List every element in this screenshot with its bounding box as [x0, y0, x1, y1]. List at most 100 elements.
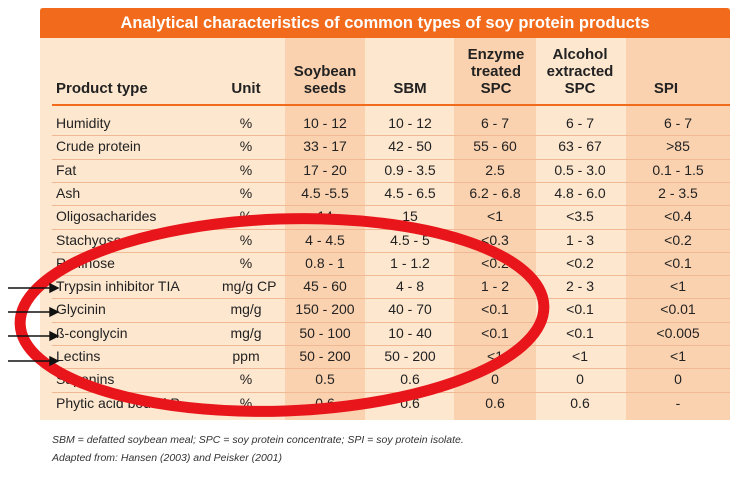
table-cell: 0	[491, 371, 499, 388]
table-cell: 0	[674, 371, 682, 388]
table-cell: 55 - 60	[473, 138, 517, 155]
table-cell: %	[239, 115, 253, 131]
table-cell: %	[239, 231, 253, 248]
arrow-icon	[8, 306, 60, 318]
table-cell: 10 - 12	[388, 115, 432, 131]
header-divider	[52, 104, 730, 106]
table-cell: <1	[670, 278, 686, 295]
arrow-icon	[8, 355, 60, 367]
row-divider	[52, 181, 730, 183]
row-label: Fat	[56, 161, 77, 178]
table-cell: 0.5 - 3.0	[554, 161, 606, 178]
table-cell: 6 - 7	[480, 115, 509, 131]
table-cell: 10 - 12	[303, 115, 347, 131]
header-spi: SPI	[653, 80, 679, 97]
table-cell: 4.5 -5.5	[301, 184, 349, 201]
table-cell: mg/g CP	[222, 278, 277, 295]
table-cell: mg/g	[230, 301, 262, 318]
row-label: Glycinin	[56, 301, 106, 318]
table-cell: 42 - 50	[388, 138, 432, 155]
header-soybean-seeds: Soybean seeds	[293, 63, 357, 97]
table-cell: <3.5	[566, 208, 594, 225]
table-cell: %	[239, 161, 253, 178]
table-cell: %	[239, 371, 253, 388]
table-cell: <0.1	[481, 301, 509, 318]
table-cell: <0.1	[664, 254, 692, 271]
row-divider	[52, 251, 730, 253]
row-label: Crude protein	[56, 138, 141, 155]
table-cell: 2 - 3.5	[658, 184, 698, 201]
table-cell: 0.8 - 1	[305, 254, 345, 271]
table-cell: 2.5	[485, 161, 505, 178]
row-label: ß-conglycin	[56, 324, 128, 341]
footnote-abbreviations: SBM = defatted soybean meal; SPC = soy p…	[52, 434, 464, 446]
row-divider	[52, 135, 730, 137]
row-divider	[52, 275, 730, 277]
table-cell: 0.1 - 1.5	[652, 161, 704, 178]
row-divider	[52, 321, 730, 323]
table-cell: <0.01	[660, 301, 696, 318]
table-cell: 0.6	[400, 371, 420, 388]
table-cell: 50 - 100	[299, 324, 351, 341]
header-alcohol-spc: Alcohol extracted SPC	[546, 46, 614, 97]
table-cell: %	[239, 138, 253, 155]
row-label: Humidity	[56, 115, 111, 131]
table-cell: -	[675, 394, 681, 411]
table-cell: 1 - 1.2	[390, 254, 430, 271]
table-cell: 17 - 20	[303, 161, 347, 178]
row-divider	[52, 345, 730, 346]
table-cell: 10 - 40	[388, 324, 432, 341]
row-divider	[52, 368, 730, 370]
highlight-ellipse	[14, 213, 550, 417]
table-cell: 6 - 7	[565, 115, 594, 131]
table-title: Analytical characteristics of common typ…	[40, 8, 730, 38]
table-cell: 45 - 60	[303, 278, 347, 295]
table-cell: 0.6	[570, 394, 590, 411]
table-cell: 1 - 3	[565, 231, 594, 248]
table-cell: 4.8 - 6.0	[554, 184, 606, 201]
header-sbm: SBM	[393, 80, 427, 97]
row-divider	[52, 205, 730, 207]
row-label: Oligosacharides	[56, 208, 157, 225]
table-cell: 0.6	[485, 394, 505, 411]
table-cell: 50 - 200	[299, 348, 351, 364]
table-cell: 4 - 8	[395, 278, 424, 295]
table-cell: 40 - 70	[388, 301, 432, 318]
table-cell: <1	[572, 348, 588, 364]
arrow-icon	[8, 330, 60, 342]
header-unit: Unit	[231, 80, 261, 97]
row-divider	[52, 391, 730, 393]
table-cell: 6.2 - 6.8	[469, 184, 521, 201]
table-cell: <0.1	[481, 324, 509, 341]
table-cell: 0.5	[315, 371, 335, 388]
row-label: Trypsin inhibitor TIA	[56, 278, 180, 295]
table-cell: <0.1	[566, 324, 594, 341]
table-cell: %	[239, 254, 253, 271]
table-cell: 0.9 - 3.5	[384, 161, 436, 178]
table-cell: 2 - 3	[565, 278, 594, 295]
table-cell: 50 - 200	[384, 348, 436, 364]
table-cell: <0.1	[566, 301, 594, 318]
header-enzyme-spc: Enzyme treated SPC	[467, 46, 525, 97]
table-cell: <1	[670, 348, 686, 364]
table-cell: 15	[402, 208, 418, 225]
table-cell: 63 - 67	[558, 138, 602, 155]
row-label: Lectins	[56, 348, 101, 364]
table-cell: mg/g	[230, 324, 262, 341]
table-cell: <0.4	[664, 208, 692, 225]
arrow-icon	[8, 282, 60, 294]
table-cell: %	[239, 184, 253, 201]
table-cell: <0.2	[566, 254, 594, 271]
row-divider	[52, 158, 730, 160]
table-cell: ppm	[232, 348, 260, 364]
footnote-source: Adapted from: Hansen (2003) and Peisker …	[52, 452, 282, 464]
table-cell: >85	[666, 138, 690, 155]
row-label: Stachyose	[56, 231, 122, 248]
table-cell: 4.5 - 5	[390, 231, 430, 248]
table-cell: <0.005	[656, 324, 700, 341]
table-cell: 33 - 17	[303, 138, 347, 155]
row-divider	[52, 298, 730, 300]
table-panel	[40, 8, 730, 420]
table-cell: 6 - 7	[663, 115, 692, 131]
